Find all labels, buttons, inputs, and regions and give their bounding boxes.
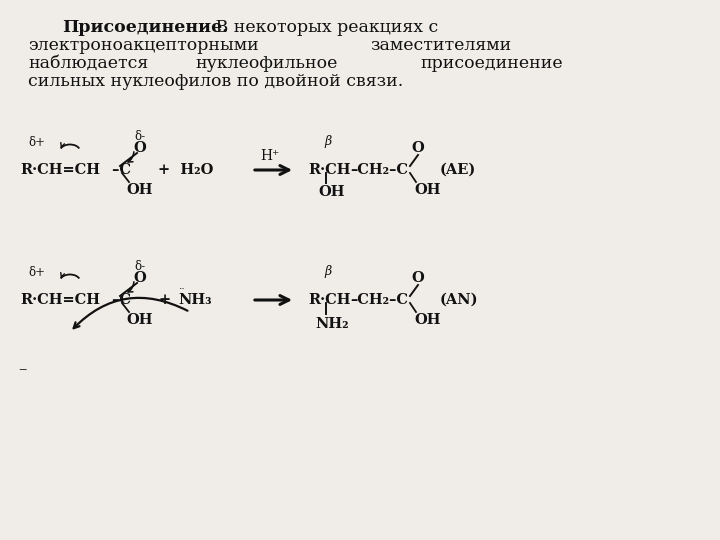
Text: OH: OH: [318, 185, 344, 199]
Text: нуклеофильное: нуклеофильное: [195, 55, 338, 71]
Text: +  H₂O: + H₂O: [158, 163, 213, 177]
Text: (AE): (AE): [440, 163, 476, 177]
Text: Присоединение.: Присоединение.: [62, 18, 228, 36]
Text: R·CH=CH: R·CH=CH: [20, 293, 100, 307]
Text: O: O: [134, 271, 146, 285]
Text: –: –: [18, 361, 27, 379]
Text: электроноакцепторными: электроноакцепторными: [28, 37, 258, 53]
Text: δ+: δ+: [28, 136, 45, 148]
Text: –C: –C: [107, 293, 131, 307]
Text: ··: ··: [179, 284, 186, 294]
Text: R·CH: R·CH: [308, 163, 351, 177]
Text: R·CH=CH: R·CH=CH: [20, 163, 100, 177]
FancyArrowPatch shape: [128, 282, 134, 292]
Text: NH₂: NH₂: [315, 317, 348, 331]
FancyArrowPatch shape: [73, 298, 187, 328]
Text: β: β: [325, 266, 332, 279]
Text: NH₃: NH₃: [178, 293, 212, 307]
Text: заместителями: заместителями: [370, 37, 511, 53]
Text: сильных нуклеофилов по двойной связи.: сильных нуклеофилов по двойной связи.: [28, 72, 403, 90]
Text: –CH₂–C: –CH₂–C: [350, 293, 408, 307]
Text: OH: OH: [126, 313, 153, 327]
Text: β: β: [325, 136, 332, 148]
FancyArrowPatch shape: [128, 152, 134, 162]
Text: +: +: [158, 293, 170, 307]
Text: –CH₂–C: –CH₂–C: [350, 163, 408, 177]
Text: (AN): (AN): [440, 293, 479, 307]
Text: OH: OH: [126, 183, 153, 197]
Text: δ-: δ-: [135, 130, 145, 143]
Text: наблюдается: наблюдается: [28, 55, 148, 71]
Text: –C: –C: [107, 163, 131, 177]
Text: O: O: [412, 141, 424, 155]
Text: В некоторых реакциях с: В некоторых реакциях с: [210, 18, 438, 36]
Text: OH: OH: [414, 313, 441, 327]
Text: присоединение: присоединение: [420, 55, 562, 71]
Text: H⁺: H⁺: [261, 149, 279, 163]
Text: O: O: [412, 271, 424, 285]
Text: OH: OH: [414, 183, 441, 197]
Text: R·CH: R·CH: [308, 293, 351, 307]
Text: δ+: δ+: [28, 266, 45, 279]
Text: δ-: δ-: [135, 260, 145, 273]
Text: O: O: [134, 141, 146, 155]
